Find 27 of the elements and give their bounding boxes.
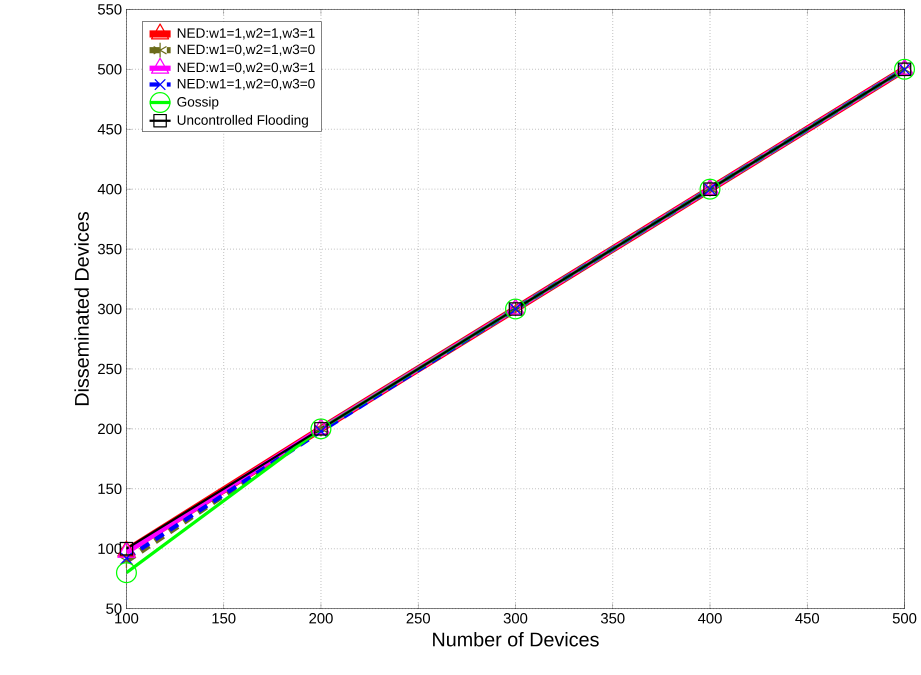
y-tick-label: 550 xyxy=(98,4,122,15)
x-tick-label: 200 xyxy=(309,613,333,624)
legend-label: NED:w1=0,w2=1,w3=0 xyxy=(178,44,315,56)
x-tick-label: 300 xyxy=(504,613,528,624)
x-tick-label: 150 xyxy=(212,613,236,624)
legend-label: NED:w1=0,w2=0,w3=1 xyxy=(178,62,315,74)
legend-label: NED:w1=1,w2=0,w3=0 xyxy=(178,79,315,90)
x-tick-label: 100 xyxy=(115,613,138,624)
legend-label: NED:w1=1,w2=1,w3=1 xyxy=(178,28,315,40)
y-tick-label: 500 xyxy=(98,64,122,75)
y-tick-label: 450 xyxy=(98,124,122,135)
x-tick-label: 350 xyxy=(600,613,625,624)
y-tick-label: 350 xyxy=(98,244,122,255)
y-tick-label: 150 xyxy=(98,484,122,494)
y-axis-title: Disseminated Devices xyxy=(74,212,89,406)
y-tick-label: 300 xyxy=(98,304,122,314)
legend-label: Uncontrolled Flooding xyxy=(178,115,308,128)
y-tick-label: 200 xyxy=(98,424,122,434)
x-axis-title: Number of Devices xyxy=(433,632,599,647)
y-tick-label: 250 xyxy=(98,364,122,374)
y-tick-label: 400 xyxy=(98,184,122,195)
legend-label: Gossip xyxy=(177,96,218,110)
y-tick-label: 50 xyxy=(106,604,122,614)
x-tick-label: 450 xyxy=(795,613,820,624)
x-tick-label: 400 xyxy=(698,613,722,624)
x-tick-label: 250 xyxy=(406,613,430,624)
x-tick-label: 500 xyxy=(892,613,916,624)
